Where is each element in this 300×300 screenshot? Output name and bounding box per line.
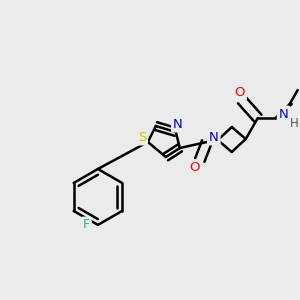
Text: F: F bbox=[83, 218, 90, 231]
Text: O: O bbox=[235, 85, 245, 99]
Text: S: S bbox=[138, 130, 146, 143]
Text: N: N bbox=[209, 130, 219, 143]
Text: N: N bbox=[173, 118, 183, 130]
Text: N: N bbox=[279, 107, 289, 121]
Text: H: H bbox=[290, 116, 298, 130]
Text: O: O bbox=[190, 161, 200, 175]
